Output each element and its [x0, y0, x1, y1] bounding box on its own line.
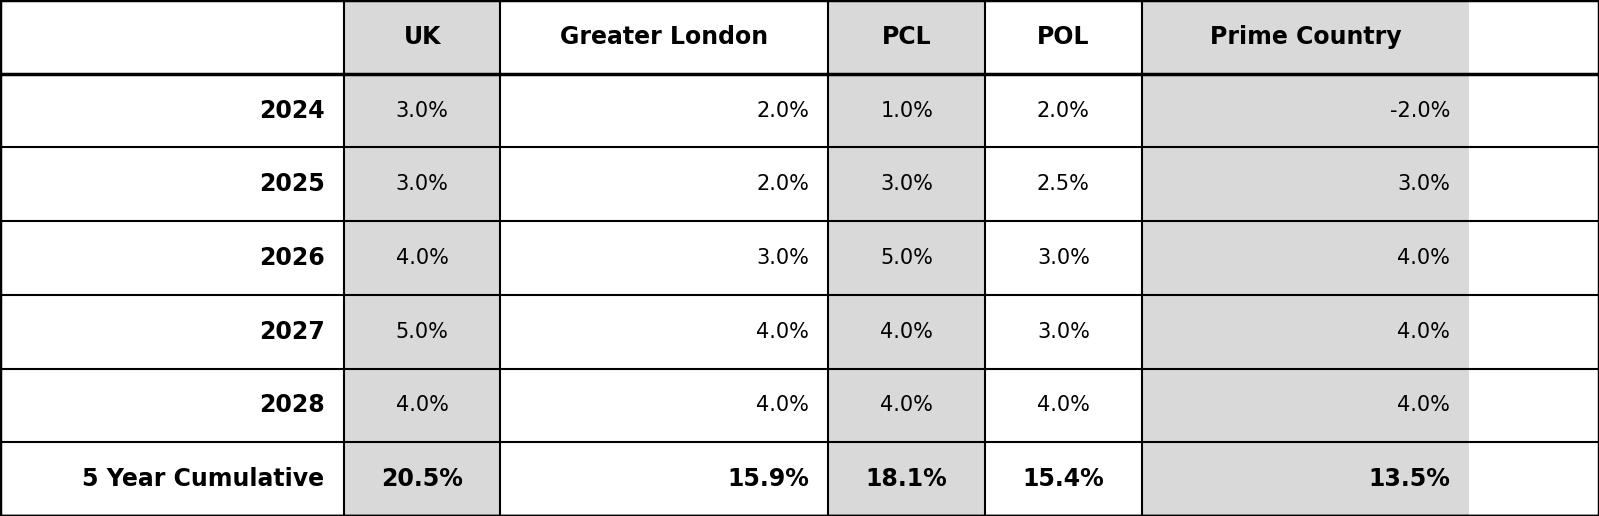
Text: 3.0%: 3.0% — [1398, 174, 1450, 195]
Text: 2024: 2024 — [259, 99, 325, 123]
Bar — [344, 74, 500, 148]
Bar — [828, 148, 985, 221]
Text: 5.0%: 5.0% — [395, 321, 449, 342]
Bar — [828, 368, 985, 442]
Text: -2.0%: -2.0% — [1390, 101, 1450, 121]
Text: 4.0%: 4.0% — [879, 321, 934, 342]
Text: 3.0%: 3.0% — [395, 174, 449, 195]
Bar — [985, 148, 1142, 221]
Bar — [828, 442, 985, 516]
Bar — [344, 0, 500, 74]
Text: 4.0%: 4.0% — [1398, 395, 1450, 415]
Text: 4.0%: 4.0% — [395, 395, 449, 415]
Text: 4.0%: 4.0% — [1036, 395, 1091, 415]
Bar — [828, 221, 985, 295]
Bar — [344, 295, 500, 368]
Text: 2.0%: 2.0% — [1036, 101, 1091, 121]
Text: 5 Year Cumulative: 5 Year Cumulative — [83, 467, 325, 491]
Text: 3.0%: 3.0% — [1036, 321, 1091, 342]
Bar — [985, 221, 1142, 295]
Text: 15.9%: 15.9% — [728, 467, 809, 491]
Text: 2.0%: 2.0% — [756, 174, 809, 195]
Text: 3.0%: 3.0% — [879, 174, 934, 195]
Text: 4.0%: 4.0% — [879, 395, 934, 415]
Text: 2026: 2026 — [259, 246, 325, 270]
Text: 3.0%: 3.0% — [756, 248, 809, 268]
Text: 5.0%: 5.0% — [879, 248, 934, 268]
Text: 2.5%: 2.5% — [1036, 174, 1091, 195]
Text: 20.5%: 20.5% — [381, 467, 464, 491]
Text: 2027: 2027 — [259, 320, 325, 344]
Text: 4.0%: 4.0% — [1398, 248, 1450, 268]
Text: 15.4%: 15.4% — [1022, 467, 1105, 491]
Bar — [985, 74, 1142, 148]
Text: 4.0%: 4.0% — [1398, 321, 1450, 342]
Text: 4.0%: 4.0% — [395, 248, 449, 268]
Bar — [985, 442, 1142, 516]
Bar — [344, 148, 500, 221]
Text: PCL: PCL — [881, 25, 932, 49]
Bar — [344, 368, 500, 442]
Bar — [985, 0, 1142, 74]
Text: 13.5%: 13.5% — [1369, 467, 1450, 491]
Bar — [828, 74, 985, 148]
Bar — [344, 221, 500, 295]
Text: POL: POL — [1038, 25, 1089, 49]
Text: 18.1%: 18.1% — [865, 467, 948, 491]
Bar — [828, 295, 985, 368]
Text: 1.0%: 1.0% — [879, 101, 934, 121]
Bar — [344, 442, 500, 516]
Text: 2.0%: 2.0% — [756, 101, 809, 121]
Text: 2028: 2028 — [259, 393, 325, 417]
Text: 3.0%: 3.0% — [395, 101, 449, 121]
Bar — [828, 0, 985, 74]
Text: 3.0%: 3.0% — [1036, 248, 1091, 268]
Bar — [985, 295, 1142, 368]
Bar — [985, 368, 1142, 442]
Text: Greater London: Greater London — [560, 25, 769, 49]
Text: 4.0%: 4.0% — [756, 395, 809, 415]
Text: 2025: 2025 — [259, 172, 325, 196]
Text: Prime Country: Prime Country — [1210, 25, 1401, 49]
Text: 4.0%: 4.0% — [756, 321, 809, 342]
Text: UK: UK — [403, 25, 441, 49]
